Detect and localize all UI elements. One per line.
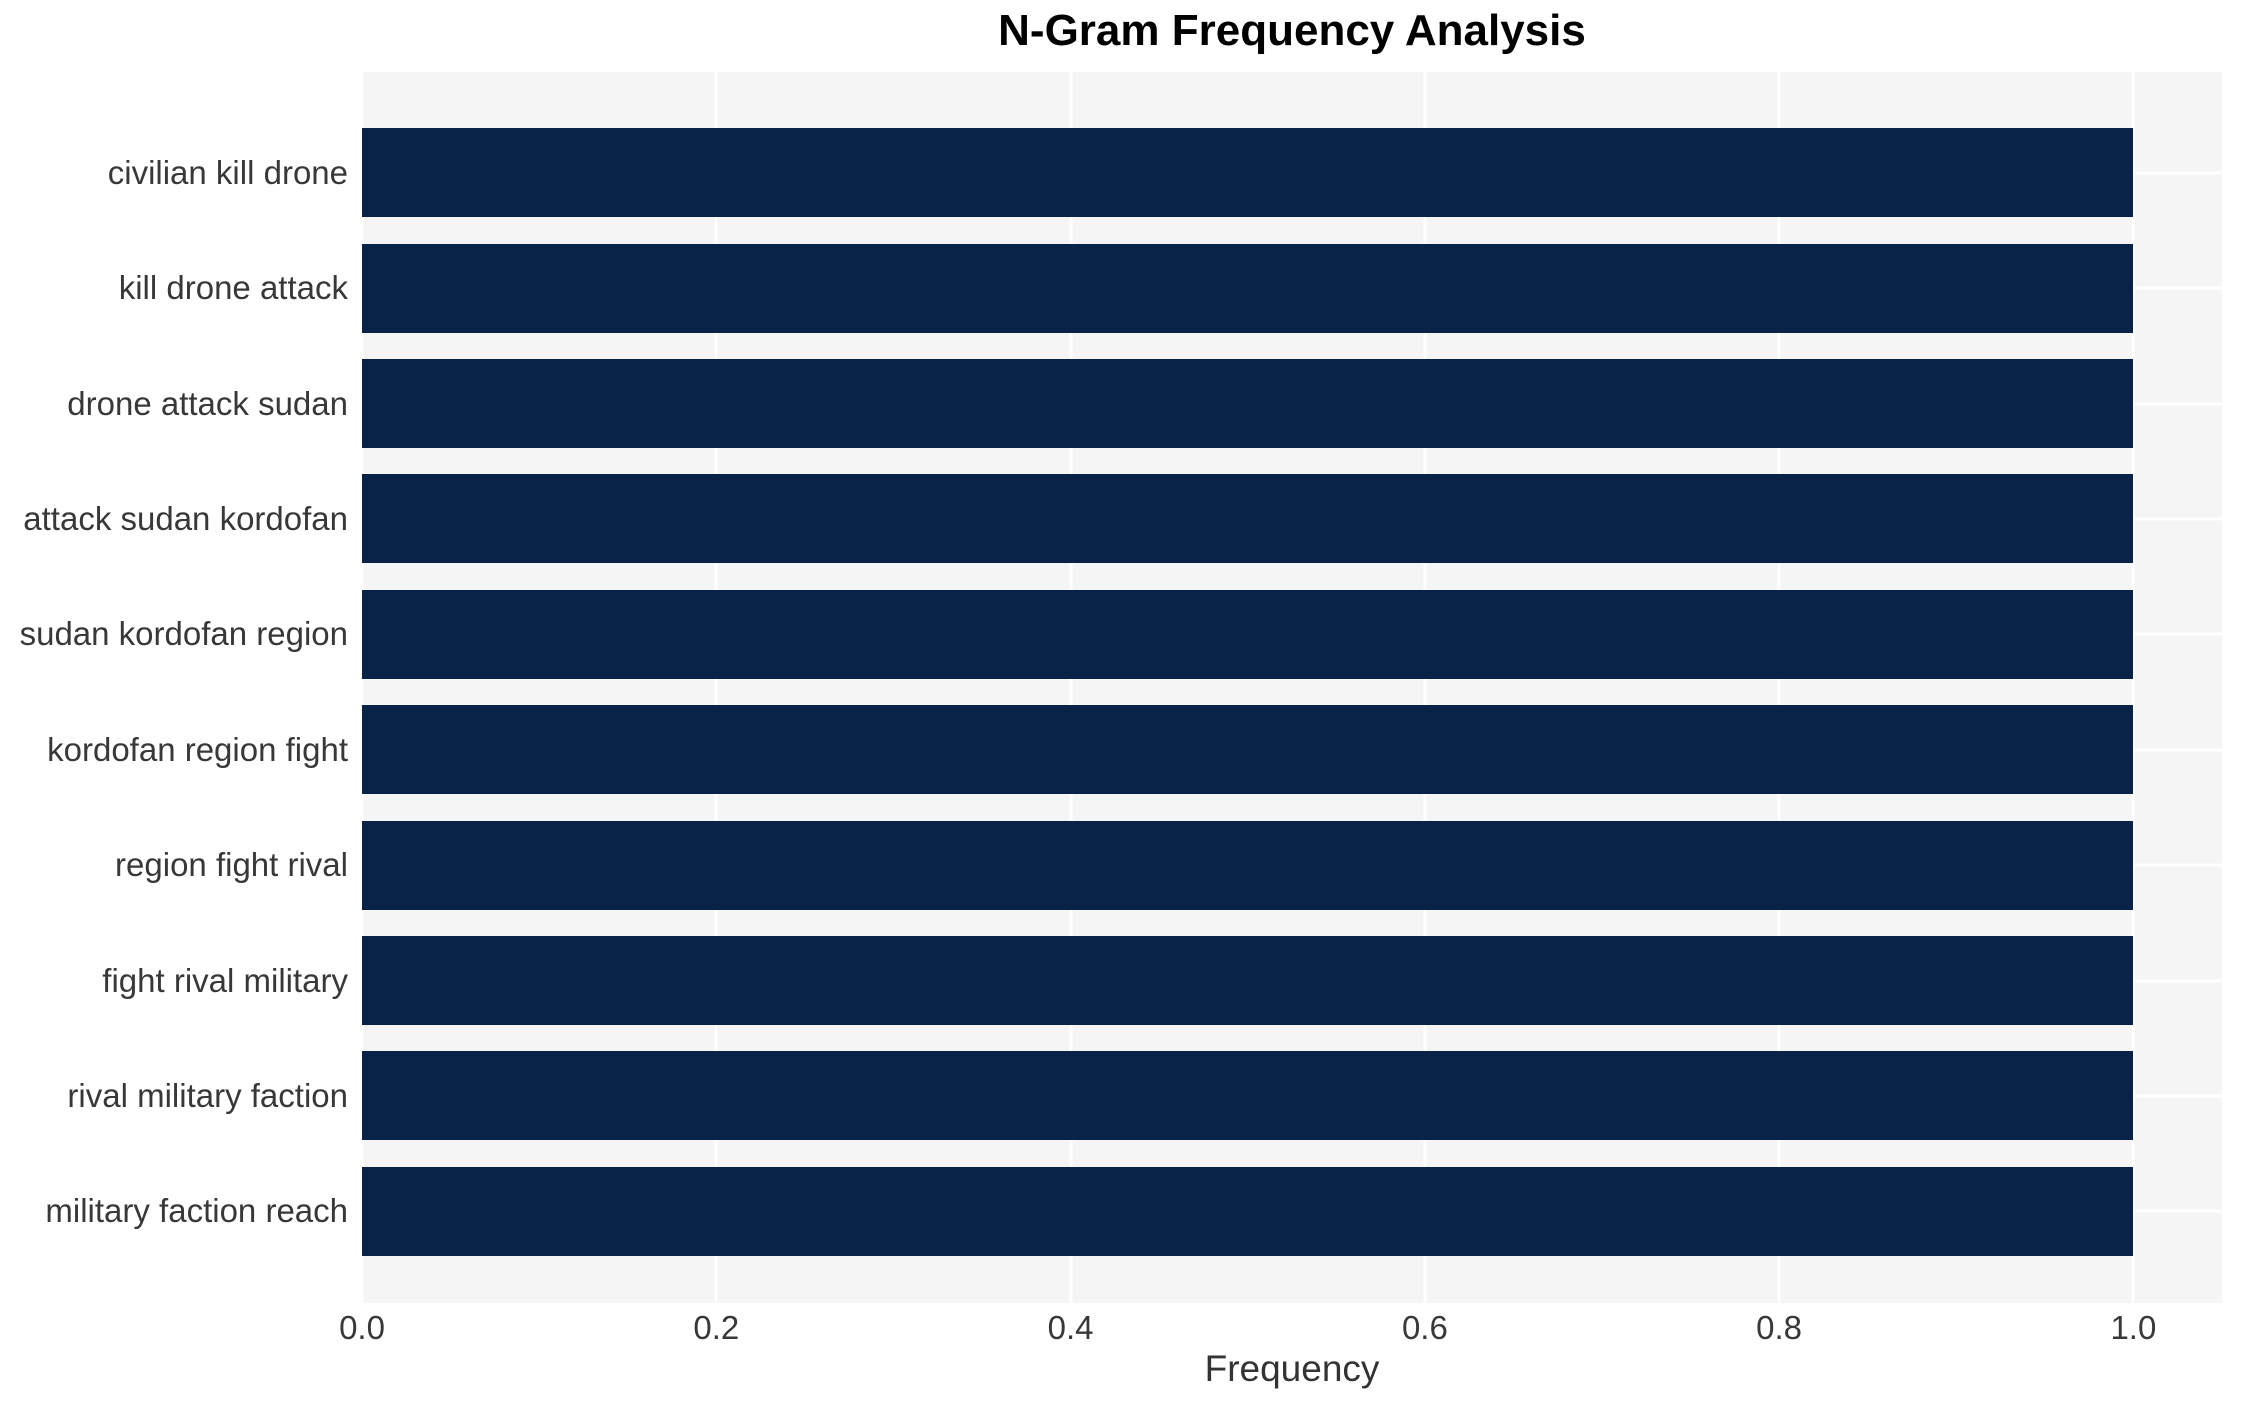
x-gridline <box>714 72 718 1303</box>
y-tick-label: attack sudan kordofan <box>23 499 348 537</box>
bar-region-fight-rival <box>362 820 2134 910</box>
x-tick-label: 1.0 <box>2110 1309 2157 1346</box>
x-tick-label: 0.4 <box>1047 1309 1094 1346</box>
x-axis-label: Frequency <box>1204 1348 1380 1389</box>
bar-rival-military-faction <box>362 1051 2134 1141</box>
bar-drone-attack-sudan <box>362 359 2134 448</box>
chart-title: N-Gram Frequency Analysis <box>998 6 1586 55</box>
x-gridline <box>1069 72 1073 1303</box>
x-gridline <box>360 72 364 1303</box>
x-tick-label: 0.6 <box>1401 1309 1448 1346</box>
x-tick-label: 0.2 <box>693 1309 740 1346</box>
y-tick-label: region fight rival <box>115 846 348 884</box>
y-tick-label: civilian kill drone <box>107 153 348 191</box>
y-tick-label: military faction reach <box>45 1192 348 1230</box>
plot-area <box>360 72 2222 1303</box>
x-gridline <box>2131 72 2135 1303</box>
bar-military-faction-reach <box>362 1166 2134 1256</box>
y-tick-label: sudan kordofan region <box>19 615 348 653</box>
bar-kordofan-region-fight <box>362 705 2134 795</box>
x-gridline <box>1777 72 1781 1303</box>
y-tick-label: drone attack sudan <box>67 384 348 422</box>
x-gridline <box>1423 72 1427 1303</box>
y-tick-label: kordofan region fight <box>47 730 348 768</box>
y-tick-label: kill drone attack <box>118 269 348 307</box>
y-tick-label: rival military faction <box>67 1076 348 1114</box>
bar-kill-drone-attack <box>362 243 2134 333</box>
x-tick-label: 0.8 <box>1756 1309 1803 1346</box>
bar-attack-sudan-kordofan <box>362 474 2134 564</box>
bar-civilian-kill-drone <box>362 128 2134 218</box>
bar-fight-rival-military <box>362 936 2134 1025</box>
x-tick-label: 0.0 <box>339 1309 385 1346</box>
y-tick-label: fight rival military <box>102 961 348 999</box>
bar-sudan-kordofan-region <box>362 589 2134 679</box>
